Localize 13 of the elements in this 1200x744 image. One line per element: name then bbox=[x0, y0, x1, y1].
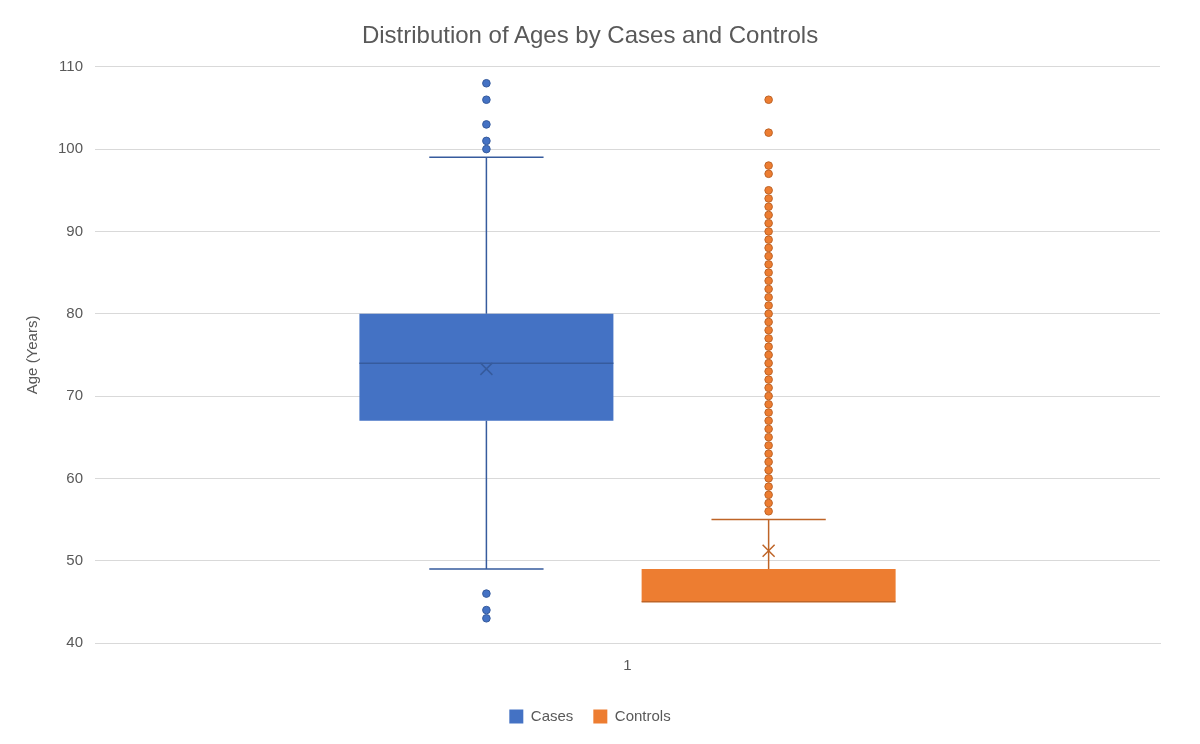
y-tick-label: 60 bbox=[66, 468, 84, 486]
y-tick-label: 50 bbox=[66, 550, 84, 568]
y-tick-label: 100 bbox=[58, 139, 84, 157]
y-tick-label: 80 bbox=[66, 303, 84, 321]
legend-label: Cases bbox=[530, 706, 574, 724]
y-tick-label: 90 bbox=[66, 221, 84, 239]
y-tick-label: 110 bbox=[59, 56, 84, 74]
y-tick-label: 40 bbox=[66, 633, 84, 651]
legend-label: Controls bbox=[614, 706, 671, 724]
y-axis-title: Age (Years) bbox=[23, 315, 41, 395]
y-tick-label: 70 bbox=[66, 386, 84, 404]
x-tick-label: 1 bbox=[623, 656, 632, 674]
chart-title: Distribution of Ages by Cases and Controls bbox=[361, 21, 819, 49]
